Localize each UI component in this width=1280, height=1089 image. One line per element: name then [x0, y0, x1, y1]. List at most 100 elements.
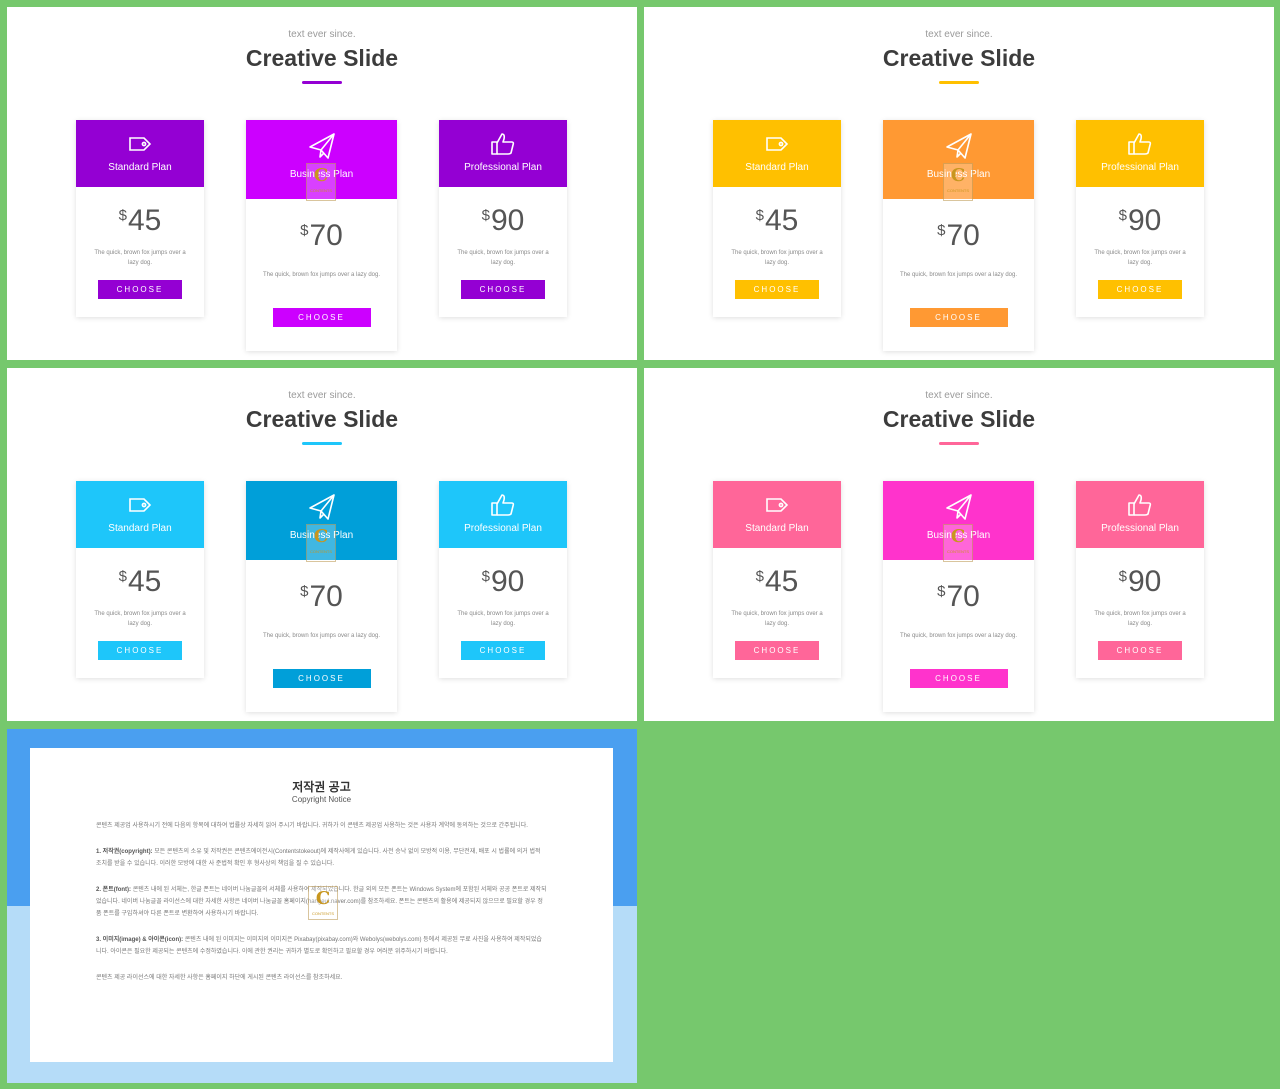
choose-button[interactable]: CHOOSE: [98, 641, 182, 660]
plan-description: The quick, brown fox jumps over a lazy d…: [899, 272, 1018, 278]
tag-icon: [763, 130, 791, 158]
pricing-card: Professional Plan $90 The quick, brown f…: [439, 120, 567, 317]
choose-button[interactable]: CHOOSE: [735, 280, 819, 299]
choose-button[interactable]: CHOOSE: [461, 641, 545, 660]
slide-subtitle: text ever since.: [288, 390, 356, 401]
watermark-text: CONTENTS: [312, 911, 334, 916]
choose-button[interactable]: CHOOSE: [1098, 641, 1182, 660]
card-header: Professional Plan: [439, 481, 567, 548]
tag-icon: [763, 491, 791, 519]
card-header: Business Plan: [883, 120, 1034, 199]
notice-copyright-text: 모든 콘텐츠의 소유 및 저작권은 콘텐츠에이전시(Contentstokeou…: [96, 849, 541, 867]
price-currency: $: [300, 583, 309, 600]
plan-description: The quick, brown fox jumps over a lazy d…: [731, 250, 823, 266]
plan-name: Business Plan: [926, 169, 991, 180]
title-underline: [302, 442, 342, 445]
choose-button[interactable]: CHOOSE: [461, 280, 545, 299]
choose-button[interactable]: CHOOSE: [909, 308, 1008, 327]
watermark-logo: C CONTENTS: [306, 163, 336, 201]
pricing-card: Standard Plan $45 The quick, brown fox j…: [76, 120, 204, 317]
pricing-card: Professional Plan $90 The quick, brown f…: [439, 481, 567, 678]
choose-button[interactable]: CHOOSE: [1098, 280, 1182, 299]
thumbs-up-icon: [1126, 491, 1154, 519]
pricing-slide: text ever since. Creative Slide Standard …: [644, 7, 1274, 360]
plan-price: $90: [1076, 565, 1204, 599]
watermark-text: CONTENTS: [947, 549, 969, 554]
choose-button[interactable]: CHOOSE: [735, 641, 819, 660]
price-amount: 45: [764, 204, 799, 237]
plan-description: The quick, brown fox jumps over a lazy d…: [262, 272, 381, 278]
pricing-card: Professional Plan $90 The quick, brown f…: [1076, 481, 1204, 678]
watermark-logo: C CONTENTS: [308, 886, 338, 920]
plan-description: The quick, brown fox jumps over a lazy d…: [899, 633, 1018, 639]
pricing-card: Business Plan $70 The quick, brown fox j…: [883, 481, 1034, 712]
notice-paper: 저작권 공고 Copyright Notice 콘텐츠 제공업 사용하시기 전에…: [30, 748, 613, 1062]
card-header: Standard Plan: [713, 120, 841, 187]
plan-price: $70: [883, 219, 1034, 253]
price-currency: $: [118, 568, 127, 585]
paper-plane-icon: [308, 132, 336, 160]
card-header: Business Plan: [246, 481, 397, 560]
pricing-card: Standard Plan $45 The quick, brown fox j…: [76, 481, 204, 678]
notice-title: 저작권 공고: [292, 780, 351, 794]
watermark-letter: C: [950, 165, 966, 186]
pricing-card: Business Plan $70 The quick, brown fox j…: [883, 120, 1034, 351]
plan-price: $45: [76, 565, 204, 599]
price-amount: 70: [946, 219, 980, 252]
plan-description: The quick, brown fox jumps over a lazy d…: [731, 611, 823, 627]
plan-description: The quick, brown fox jumps over a lazy d…: [457, 611, 549, 627]
pricing-card: Business Plan $70 The quick, brown fox j…: [246, 120, 397, 351]
price-amount: 90: [1127, 565, 1162, 598]
choose-button[interactable]: CHOOSE: [272, 308, 371, 327]
paper-plane-icon: [945, 493, 973, 521]
price-amount: 90: [490, 204, 525, 237]
price-amount: 70: [946, 580, 980, 613]
watermark-letter: C: [313, 165, 329, 186]
tag-icon: [126, 130, 154, 158]
pricing-slide: text ever since. Creative Slide Standard …: [7, 7, 637, 360]
choose-button[interactable]: CHOOSE: [272, 669, 371, 688]
price-currency: $: [755, 207, 764, 224]
price-amount: 70: [309, 219, 343, 252]
plan-description: The quick, brown fox jumps over a lazy d…: [1094, 611, 1186, 627]
price-currency: $: [755, 568, 764, 585]
plan-name: Professional Plan: [1101, 523, 1179, 534]
card-header: Standard Plan: [76, 481, 204, 548]
notice-font-text: 콘텐츠 내에 된 서체는, 한글 폰트는 네이버 나눔글꼴의 서체를 사용하여 …: [96, 887, 547, 917]
watermark-text: CONTENTS: [947, 188, 969, 193]
title-underline: [939, 81, 979, 84]
plan-name: Business Plan: [289, 530, 354, 541]
pricing-card: Business Plan $70 The quick, brown fox j…: [246, 481, 397, 712]
slide-subtitle: text ever since.: [288, 29, 356, 40]
price-currency: $: [937, 583, 946, 600]
pricing-card: Standard Plan $45 The quick, brown fox j…: [713, 120, 841, 317]
plan-price: $70: [246, 580, 397, 614]
price-currency: $: [937, 222, 946, 239]
notice-subtitle: Copyright Notice: [291, 795, 352, 804]
price-currency: $: [481, 568, 490, 585]
title-underline: [302, 81, 342, 84]
choose-button[interactable]: CHOOSE: [909, 669, 1008, 688]
tag-icon: [126, 491, 154, 519]
pricing-card: Professional Plan $90 The quick, brown f…: [1076, 120, 1204, 317]
price-currency: $: [300, 222, 309, 239]
watermark-logo: C CONTENTS: [943, 524, 973, 562]
plan-description: The quick, brown fox jumps over a lazy d…: [262, 633, 381, 639]
plan-price: $90: [439, 204, 567, 238]
watermark-text: CONTENTS: [310, 188, 332, 193]
price-currency: $: [1118, 568, 1127, 585]
price-amount: 70: [309, 580, 343, 613]
notice-image-text: 콘텐츠 내에 된 이미지는 이미지의 이미지은 Pixabay(pixabay.…: [96, 937, 542, 955]
slide-subtitle: text ever since.: [925, 29, 993, 40]
notice-body: 콘텐츠 제공업 사용하시기 전에 다음의 항목에 대하여 법률상 자세히 읽어 …: [96, 820, 547, 998]
plan-name: Standard Plan: [745, 523, 809, 534]
price-currency: $: [481, 207, 490, 224]
slide-title: Creative Slide: [882, 45, 1036, 71]
plan-description: The quick, brown fox jumps over a lazy d…: [457, 250, 549, 266]
notice-image-label: 3. 이미지(image) & 아이콘(icon):: [96, 937, 184, 943]
watermark-letter: C: [313, 526, 329, 547]
watermark-letter: C: [950, 526, 966, 547]
notice-image-paragraph: 3. 이미지(image) & 아이콘(icon): 콘텐츠 내에 된 이미지는…: [96, 934, 547, 958]
choose-button[interactable]: CHOOSE: [98, 280, 182, 299]
pricing-card: Standard Plan $45 The quick, brown fox j…: [713, 481, 841, 678]
